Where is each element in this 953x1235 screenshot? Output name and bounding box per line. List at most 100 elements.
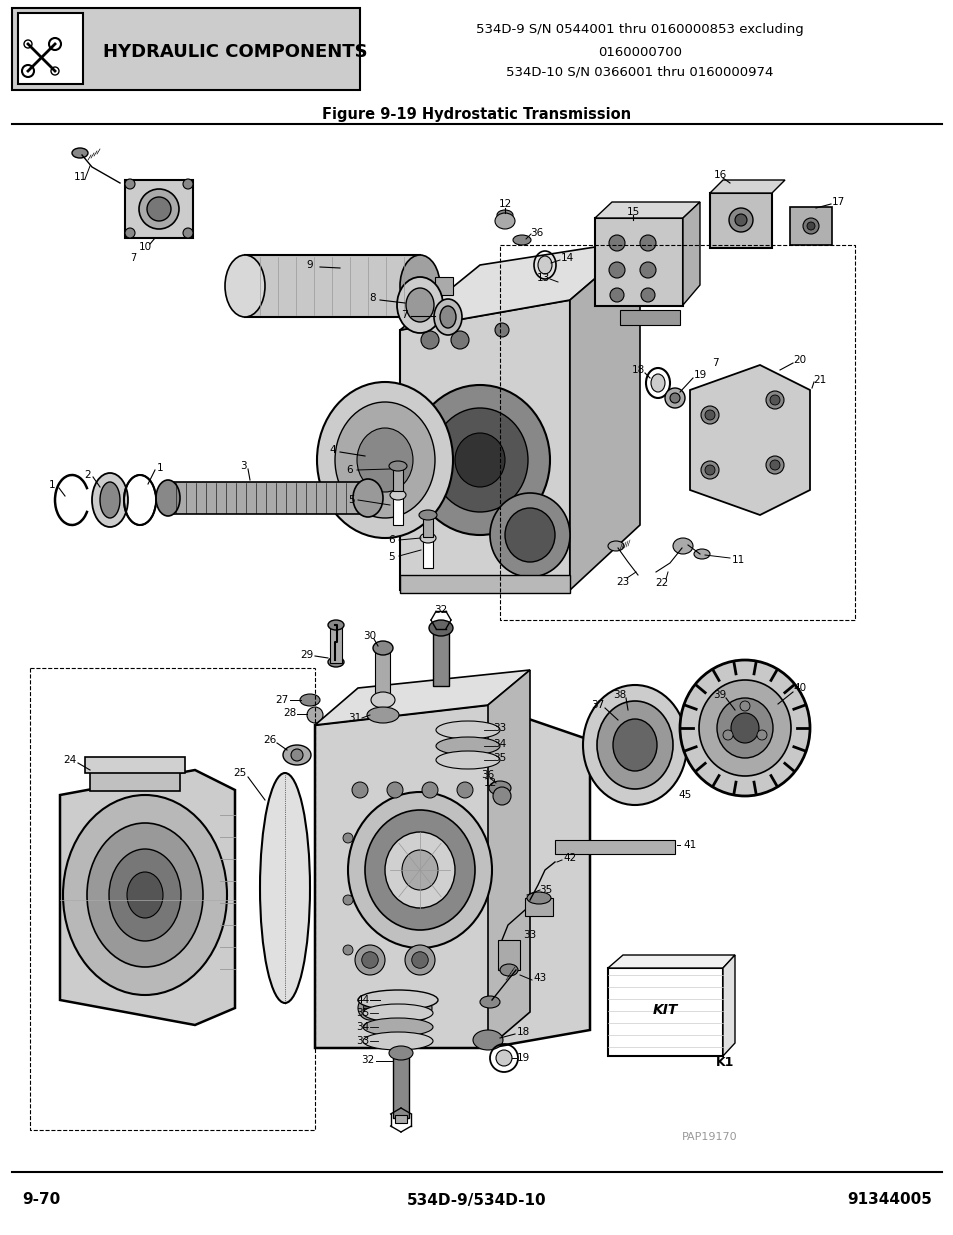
Ellipse shape [499, 965, 517, 976]
Ellipse shape [100, 482, 120, 517]
Text: 12: 12 [483, 778, 497, 788]
Text: 45: 45 [678, 790, 691, 800]
Polygon shape [607, 955, 734, 968]
Text: 40: 40 [793, 683, 805, 693]
Text: 534D-9/534D-10: 534D-9/534D-10 [407, 1193, 546, 1208]
Ellipse shape [373, 641, 393, 655]
Ellipse shape [127, 872, 163, 918]
Circle shape [183, 179, 193, 189]
Bar [395, 1115, 407, 1123]
Bar [393, 466, 402, 492]
Polygon shape [60, 769, 234, 1025]
Ellipse shape [139, 189, 179, 228]
Ellipse shape [385, 832, 455, 908]
Text: 9: 9 [306, 261, 313, 270]
Bar [245, 254, 419, 317]
Circle shape [343, 832, 353, 844]
Text: 31: 31 [348, 713, 361, 722]
Bar [619, 310, 679, 325]
Ellipse shape [493, 787, 511, 805]
Polygon shape [682, 203, 700, 305]
Bar [90, 769, 180, 790]
Text: 28: 28 [283, 708, 296, 718]
Ellipse shape [513, 235, 531, 245]
Circle shape [387, 782, 402, 798]
Bar [125, 180, 193, 238]
Circle shape [608, 235, 624, 251]
Text: 1: 1 [156, 463, 163, 473]
Ellipse shape [504, 508, 555, 562]
Text: Figure 9-19 Hydrostatic Transmission: Figure 9-19 Hydrostatic Transmission [322, 107, 631, 122]
Circle shape [608, 262, 624, 278]
Ellipse shape [371, 692, 395, 708]
Circle shape [291, 748, 303, 761]
Bar [375, 648, 390, 698]
Bar [595, 219, 682, 306]
Ellipse shape [717, 698, 772, 758]
Ellipse shape [434, 299, 461, 335]
Ellipse shape [363, 1004, 433, 1023]
Text: 8: 8 [370, 293, 375, 303]
Text: K1: K1 [715, 1056, 734, 1068]
Text: KIT: KIT [652, 1003, 677, 1016]
Text: 91344005: 91344005 [846, 1193, 931, 1208]
Ellipse shape [363, 1018, 433, 1036]
Text: 6: 6 [346, 466, 353, 475]
Bar [18, 14, 83, 84]
Circle shape [740, 701, 749, 711]
Text: 26: 26 [263, 735, 276, 745]
Ellipse shape [390, 490, 406, 500]
Ellipse shape [87, 823, 203, 967]
Text: 11: 11 [73, 172, 87, 182]
Ellipse shape [91, 473, 128, 527]
Ellipse shape [436, 721, 499, 739]
Text: 5: 5 [349, 495, 355, 505]
Ellipse shape [356, 429, 413, 492]
Text: 34: 34 [356, 1023, 369, 1032]
Ellipse shape [496, 1050, 512, 1066]
Bar [435, 277, 453, 295]
Text: 32: 32 [434, 605, 447, 615]
Text: 12: 12 [497, 199, 511, 209]
Text: 2: 2 [85, 471, 91, 480]
Ellipse shape [355, 945, 385, 974]
Circle shape [700, 461, 719, 479]
Ellipse shape [582, 685, 686, 805]
Ellipse shape [693, 550, 709, 559]
Text: 29: 29 [300, 650, 314, 659]
Circle shape [700, 406, 719, 424]
Ellipse shape [419, 534, 436, 543]
Circle shape [704, 466, 714, 475]
Ellipse shape [479, 995, 499, 1008]
Ellipse shape [299, 694, 319, 706]
Bar [168, 482, 368, 514]
Circle shape [765, 391, 783, 409]
Polygon shape [689, 366, 809, 515]
Ellipse shape [283, 745, 311, 764]
Text: 1: 1 [49, 480, 55, 490]
Bar [607, 968, 722, 1056]
Text: 37: 37 [591, 700, 604, 710]
Bar [393, 1053, 409, 1118]
Circle shape [639, 235, 656, 251]
Circle shape [451, 331, 469, 350]
Ellipse shape [156, 480, 180, 516]
Text: 14: 14 [559, 253, 573, 263]
Text: 24: 24 [63, 755, 76, 764]
Text: 42: 42 [563, 853, 576, 863]
Text: 21: 21 [813, 375, 825, 385]
Circle shape [421, 782, 437, 798]
Text: 38: 38 [613, 690, 626, 700]
Text: 19: 19 [516, 1053, 529, 1063]
Bar [433, 629, 449, 685]
Polygon shape [722, 955, 734, 1056]
Bar [422, 538, 433, 568]
Text: 35: 35 [538, 885, 552, 895]
Text: 18: 18 [516, 1028, 529, 1037]
Text: 7: 7 [400, 310, 407, 320]
Ellipse shape [436, 751, 499, 769]
Bar [12, 7, 359, 90]
Text: 39: 39 [713, 690, 726, 700]
Bar [555, 840, 675, 853]
Polygon shape [709, 180, 784, 193]
